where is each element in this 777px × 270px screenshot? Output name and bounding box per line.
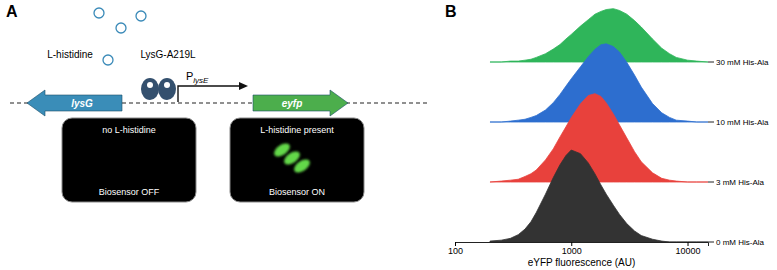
x-tick-label: 1000 [562, 246, 582, 256]
promoter-main: P [186, 70, 193, 82]
series-label: 0 mM His-Ala [716, 238, 765, 247]
state-panel: L-histidine present Biosensor ON [230, 118, 364, 202]
x-axis-title: eYFP fluorescence (AU) [528, 257, 636, 268]
state-box [230, 118, 364, 202]
regulator-pocket [164, 82, 170, 88]
regulator-subunit [158, 78, 176, 100]
promoter-arrow [178, 86, 240, 102]
baseline-tick [708, 62, 714, 63]
x-tick: 1000 [562, 242, 582, 256]
series-label: 3 mM His-Ala [716, 178, 765, 187]
promoter-arrow-head [239, 82, 248, 90]
x-axis-line [456, 243, 709, 247]
gene-label: eyfp [282, 98, 303, 109]
regulator-label: LysG-A219L [140, 49, 196, 60]
ligand-molecule [136, 11, 146, 21]
gene-arrow [27, 90, 122, 116]
panel-a: AlysG eyfp PlysE LysG-A219L L-histidine no L-… [6, 3, 428, 202]
ligand-molecule [94, 8, 104, 18]
promoter-label: PlysE [186, 70, 209, 85]
state-top-label: L-histidine present [260, 125, 334, 135]
x-axis: 100 1000 10000 [448, 242, 709, 256]
ridge-area [490, 94, 708, 182]
figure: AlysG eyfp PlysE LysG-A219L L-histidine no L-… [0, 0, 777, 270]
panel-label: B [445, 3, 457, 20]
x-tick-label: 10000 [676, 246, 701, 256]
gene-label: lysG [71, 98, 93, 109]
x-tick: 100 [448, 242, 463, 256]
fluorescent-cell [292, 157, 312, 176]
regulator-pocket [147, 82, 153, 88]
x-tick-label: 100 [448, 246, 463, 256]
promoter-sub: lysE [193, 76, 209, 85]
gene-arrow [253, 90, 348, 116]
x-tick: 10000 [676, 242, 701, 256]
state-bottom-label: Biosensor OFF [99, 187, 160, 197]
panel-b: B 0 mM His-Ala 3 mM His-Ala 10 mM His-Ala 30… [445, 3, 769, 268]
state-panel: no L-histidine Biosensor OFF [62, 118, 196, 202]
state-box [62, 118, 196, 202]
plot-area [490, 9, 708, 242]
panel-label: A [6, 3, 18, 20]
baseline-tick [708, 122, 714, 123]
state-top-label: no L-histidine [102, 125, 156, 135]
ligand-label: L-histidine [47, 49, 93, 60]
ligand-molecule [116, 23, 126, 33]
series-label: 10 mM His-Ala [716, 118, 769, 127]
baseline-tick [708, 182, 714, 183]
series-label: 30 mM His-Ala [716, 58, 769, 67]
state-bottom-label: Biosensor ON [269, 187, 325, 197]
ligand-molecule [103, 55, 113, 65]
regulator-subunit [141, 78, 159, 100]
ridge-area [490, 150, 708, 242]
